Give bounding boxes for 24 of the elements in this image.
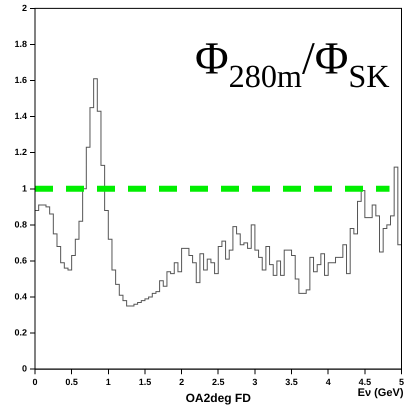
x-tick-label: 0 (32, 377, 38, 388)
y-tick-label: 0.4 (14, 292, 27, 302)
y-tick-label: 0.8 (14, 219, 27, 230)
y-tick-label: 1.8 (14, 38, 27, 49)
x-tick-label: 2 (179, 377, 184, 388)
x-tick-label: 4.5 (358, 377, 372, 388)
x-tick-label: 3.5 (285, 377, 298, 388)
y-tick-label: 0 (22, 364, 27, 374)
x-tick-label: 3 (252, 377, 258, 388)
x-axis-title: Eν (GeV) (358, 387, 404, 400)
x-tick-label: 5 (398, 377, 404, 388)
y-tick-label: 1.6 (14, 75, 27, 86)
y-tick-label: 1.2 (14, 147, 27, 158)
x-tick-label: 1 (106, 377, 111, 388)
x-tick-label: 0.5 (65, 377, 78, 388)
x-tick-label: 2.5 (212, 377, 225, 388)
y-tick-label: 1 (22, 183, 27, 194)
x-tick-label: 1.5 (138, 377, 152, 388)
y-tick-label: 0.2 (14, 328, 27, 338)
y-tick-label: 0.6 (14, 255, 27, 266)
x-tick-label: 4 (326, 377, 331, 388)
y-tick-label: 2 (22, 2, 27, 13)
y-tick-label: 1.4 (14, 111, 27, 122)
text: OA2deg FD (186, 391, 252, 406)
